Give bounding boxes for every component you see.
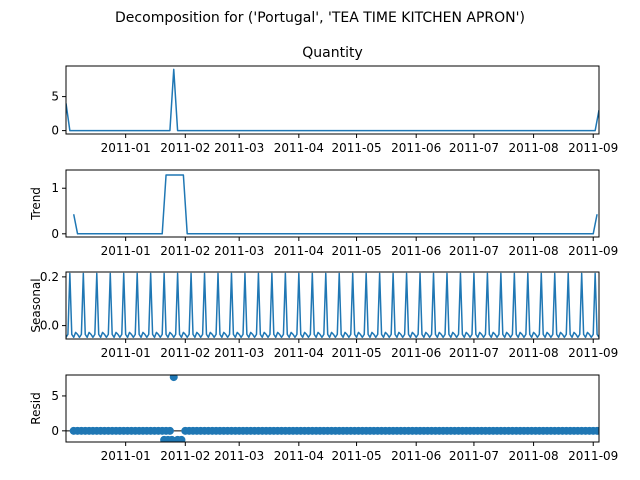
- panel-4: 0 5 2011-01 2011-02 2011-03 2011-04 2011-05 201…: [29, 374, 618, 463]
- x-tick-label: 2011-09: [568, 141, 618, 155]
- x-tick-label: 2011-04: [274, 244, 324, 258]
- y-tick-label: 0: [51, 124, 59, 138]
- figure-suptitle: Decomposition for ('Portugal', 'TEA TIME…: [115, 10, 525, 26]
- x-tick-label: 2011-03: [214, 346, 264, 360]
- resid-point: [593, 426, 599, 435]
- panel-data: [66, 68, 599, 132]
- plot-frame: [65, 374, 600, 443]
- x-tick-label: 2011-01: [101, 346, 151, 360]
- x-tick-label: 2011-05: [331, 449, 381, 463]
- panel-3: 0.0 0.2 2011-01 2011-02 2011-03 2011-04 2011-0…: [29, 270, 618, 360]
- x-tick-label: 2011-03: [214, 244, 264, 258]
- seasonal-line: [66, 272, 599, 339]
- y-tick-label: 5: [51, 90, 59, 104]
- panel-data: [72, 174, 598, 235]
- x-tick-label: 2011-04: [274, 449, 324, 463]
- resid-point: [167, 435, 176, 442]
- x-tick-label: 2011-07: [449, 346, 499, 360]
- x-tick-label: 2011-08: [509, 244, 559, 258]
- x-tick-label: 2011-06: [391, 244, 441, 258]
- y-tick-label: 0: [51, 424, 59, 438]
- x-tick-label: 2011-04: [274, 346, 324, 360]
- x-tick-label: 2011-08: [509, 346, 559, 360]
- x-tick-label: 2011-04: [274, 141, 324, 155]
- x-tick-label: 2011-07: [449, 449, 499, 463]
- plot-frame: [65, 65, 600, 135]
- x-tick-label: 2011-08: [509, 449, 559, 463]
- panel-title: Quantity: [302, 45, 363, 61]
- y-tick-label: 5: [51, 389, 59, 403]
- panel-data: [66, 272, 599, 339]
- x-tick-label: 2011-02: [160, 244, 210, 258]
- x-tick-label: 2011-01: [101, 141, 151, 155]
- series-line: [66, 68, 599, 132]
- y-tick-label: 0.2: [40, 270, 59, 284]
- x-tick-label: 2011-05: [331, 141, 381, 155]
- x-tick-label: 2011-08: [509, 141, 559, 155]
- x-tick-label: 2011-06: [391, 141, 441, 155]
- y-tick-label: 0: [51, 227, 59, 241]
- x-tick-label: 2011-02: [160, 141, 210, 155]
- series-line: [72, 174, 598, 235]
- x-tick-label: 2011-03: [214, 449, 264, 463]
- panel-data: [66, 375, 599, 442]
- resid-point: [169, 375, 178, 382]
- x-tick-label: 2011-06: [391, 346, 441, 360]
- plot-frame: [65, 271, 600, 340]
- x-tick-label: 2011-09: [568, 346, 618, 360]
- y-axis-label: Seasonal: [29, 278, 43, 332]
- y-tick-label: 1: [51, 181, 59, 195]
- x-tick-label: 2011-09: [568, 244, 618, 258]
- resid-point: [165, 426, 174, 435]
- x-tick-label: 2011-05: [331, 346, 381, 360]
- y-axis-label: Resid: [29, 392, 43, 424]
- panel-2: 0 1 2011-01 2011-02 2011-03 2011-04 2011-05 201…: [29, 169, 618, 258]
- resid-point: [177, 435, 186, 442]
- x-tick-label: 2011-09: [568, 449, 618, 463]
- x-tick-label: 2011-07: [449, 244, 499, 258]
- plot-frame: [65, 169, 600, 238]
- x-tick-label: 2011-07: [449, 141, 499, 155]
- x-tick-label: 2011-06: [391, 449, 441, 463]
- x-tick-label: 2011-05: [331, 244, 381, 258]
- y-axis-label: Trend: [29, 187, 43, 221]
- x-tick-label: 2011-02: [160, 449, 210, 463]
- x-tick-label: 2011-01: [101, 449, 151, 463]
- y-tick-label: 0.0: [40, 319, 59, 333]
- panel-1: 0 5 2011-01 2011-02 2011-03 2011-04 2011-05 201…: [51, 45, 618, 155]
- x-tick-label: 2011-02: [160, 346, 210, 360]
- x-tick-label: 2011-01: [101, 244, 151, 258]
- x-tick-label: 2011-03: [214, 141, 264, 155]
